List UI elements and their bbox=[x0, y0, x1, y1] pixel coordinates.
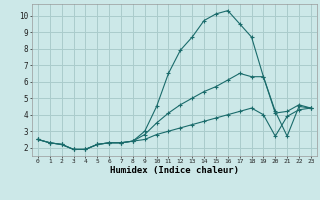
X-axis label: Humidex (Indice chaleur): Humidex (Indice chaleur) bbox=[110, 166, 239, 175]
